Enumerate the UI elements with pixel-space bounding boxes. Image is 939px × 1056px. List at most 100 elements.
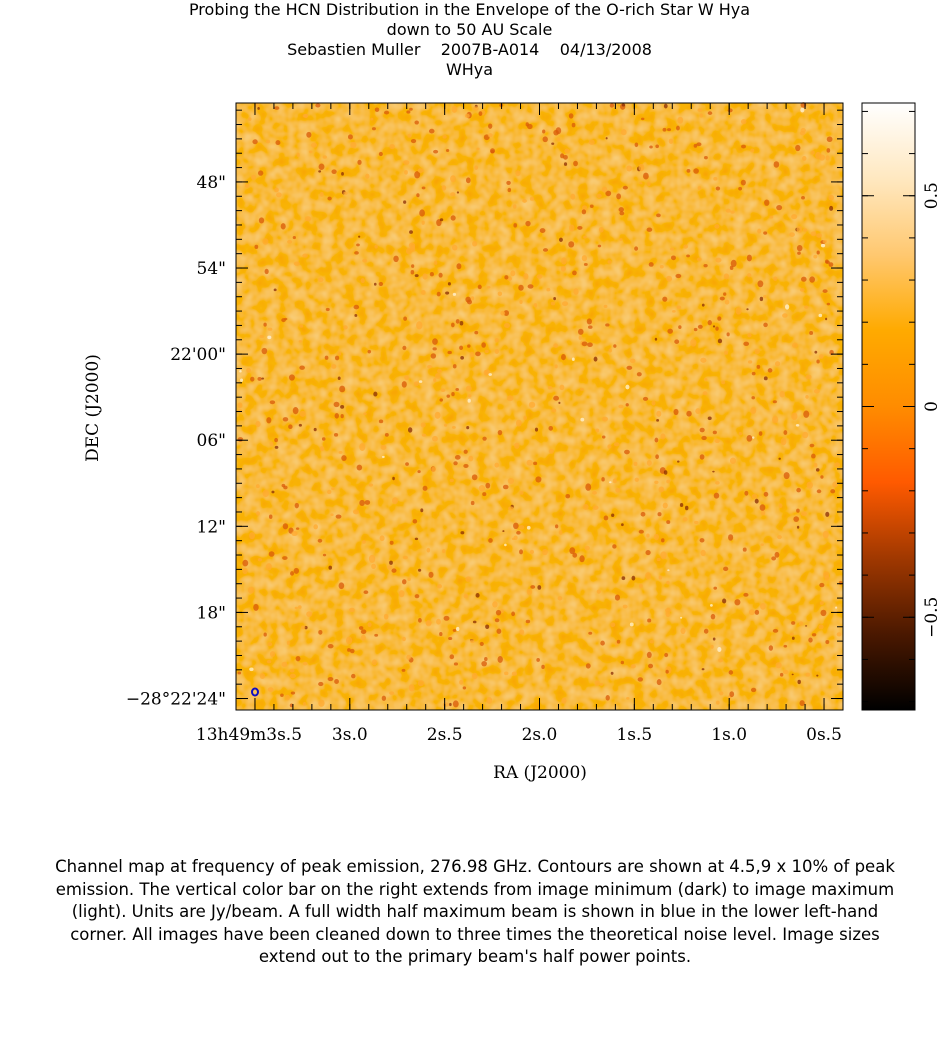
x-tick-label: 0s.5	[806, 725, 842, 745]
noise-speckle	[772, 400, 777, 404]
noise-speckle	[601, 477, 605, 482]
y-tick-label: 22'00"	[170, 345, 226, 365]
noise-speckle	[414, 594, 420, 599]
noise-speckle	[354, 251, 359, 255]
noise-speckle	[699, 427, 705, 433]
noise-speckle	[484, 349, 489, 354]
noise-speckle	[508, 506, 514, 511]
noise-speckle	[443, 615, 450, 621]
noise-speckle	[302, 253, 308, 258]
y-tick-label: 18"	[197, 603, 226, 623]
noise-speckle	[402, 345, 407, 351]
noise-speckle	[542, 136, 548, 143]
noise-speckle	[740, 179, 746, 186]
noise-speckle	[597, 244, 602, 248]
noise-speckle	[715, 326, 719, 331]
noise-speckle	[256, 511, 260, 516]
noise-speckle	[319, 446, 325, 452]
noise-speckle	[410, 138, 417, 144]
noise-speckle	[721, 380, 726, 385]
noise-speckle	[713, 177, 718, 181]
noise-speckle	[578, 335, 582, 340]
noise-speckle	[677, 460, 680, 463]
noise-speckle	[299, 410, 306, 417]
noise-speckle	[728, 534, 734, 541]
x-tick-label: 1s.5	[616, 725, 652, 745]
noise-speckle	[475, 351, 481, 357]
noise-speckle	[504, 671, 509, 676]
noise-speckle	[274, 445, 279, 449]
noise-speckle	[406, 110, 411, 114]
noise-speckle	[822, 239, 827, 244]
noise-speckle	[724, 350, 729, 355]
noise-speckle	[289, 668, 295, 673]
noise-speckle	[680, 627, 686, 635]
noise-speckle	[666, 580, 670, 585]
noise-speckle	[432, 435, 438, 442]
noise-speckle	[616, 193, 622, 200]
noise-speckle	[569, 547, 576, 555]
noise-speckle	[288, 374, 295, 381]
noise-speckle	[697, 186, 702, 191]
noise-speckle	[494, 338, 499, 343]
noise-speckle	[451, 244, 458, 251]
noise-speckle	[318, 277, 324, 283]
noise-speckle	[643, 172, 649, 180]
noise-speckle	[516, 530, 521, 535]
noise-speckle	[317, 538, 323, 543]
noise-speckle	[801, 276, 807, 282]
noise-speckle	[791, 673, 794, 676]
noise-speckle	[834, 462, 841, 468]
noise-speckle	[416, 193, 420, 198]
noise-speckle	[365, 173, 370, 179]
noise-speckle	[634, 477, 639, 482]
noise-speckle	[384, 110, 390, 115]
noise-speckle	[548, 425, 553, 431]
noise-speckle	[471, 474, 478, 481]
noise-speckle	[470, 500, 475, 506]
beam-ellipse	[251, 687, 259, 697]
noise-speckle	[447, 350, 452, 355]
title-line-1: Probing the HCN Distribution in the Enve…	[188, 0, 751, 19]
noise-speckle	[598, 226, 604, 233]
noise-speckle	[592, 490, 597, 495]
noise-speckle	[693, 168, 699, 174]
noise-speckle	[433, 378, 437, 383]
noise-speckle	[411, 264, 415, 268]
noise-speckle	[713, 586, 718, 590]
noise-speckle	[271, 490, 275, 494]
project-code: 2007B-A014	[440, 40, 540, 59]
noise-speckle	[665, 669, 669, 674]
noise-speckle	[550, 301, 556, 306]
noise-speckle	[645, 550, 651, 556]
noise-speckle	[582, 503, 589, 510]
noise-speckle	[450, 215, 456, 221]
noise-speckle	[610, 622, 616, 628]
noise-speckle	[350, 141, 357, 149]
map-noise-texture	[236, 103, 843, 710]
noise-speckle	[267, 327, 273, 331]
noise-speckle	[451, 425, 456, 429]
noise-speckle	[710, 613, 716, 620]
noise-speckle	[347, 134, 353, 140]
noise-speckle	[701, 303, 705, 307]
noise-speckle	[452, 364, 457, 369]
noise-speckle	[542, 129, 546, 134]
noise-speckle	[789, 632, 794, 637]
noise-speckle	[282, 556, 288, 560]
noise-speckle	[715, 186, 721, 191]
noise-speckle	[441, 185, 447, 191]
noise-speckle	[327, 676, 334, 682]
noise-speckle	[583, 263, 588, 266]
noise-speckle	[726, 332, 730, 337]
noise-speckle	[723, 292, 727, 296]
noise-speckle	[347, 648, 351, 652]
noise-speckle	[262, 489, 269, 498]
noise-speckle	[353, 509, 360, 515]
noise-speckle	[452, 292, 457, 296]
noise-speckle	[337, 351, 342, 356]
noise-speckle	[620, 660, 625, 665]
noise-speckle	[646, 460, 652, 466]
noise-speckle	[360, 629, 367, 635]
noise-speckle	[404, 170, 408, 175]
